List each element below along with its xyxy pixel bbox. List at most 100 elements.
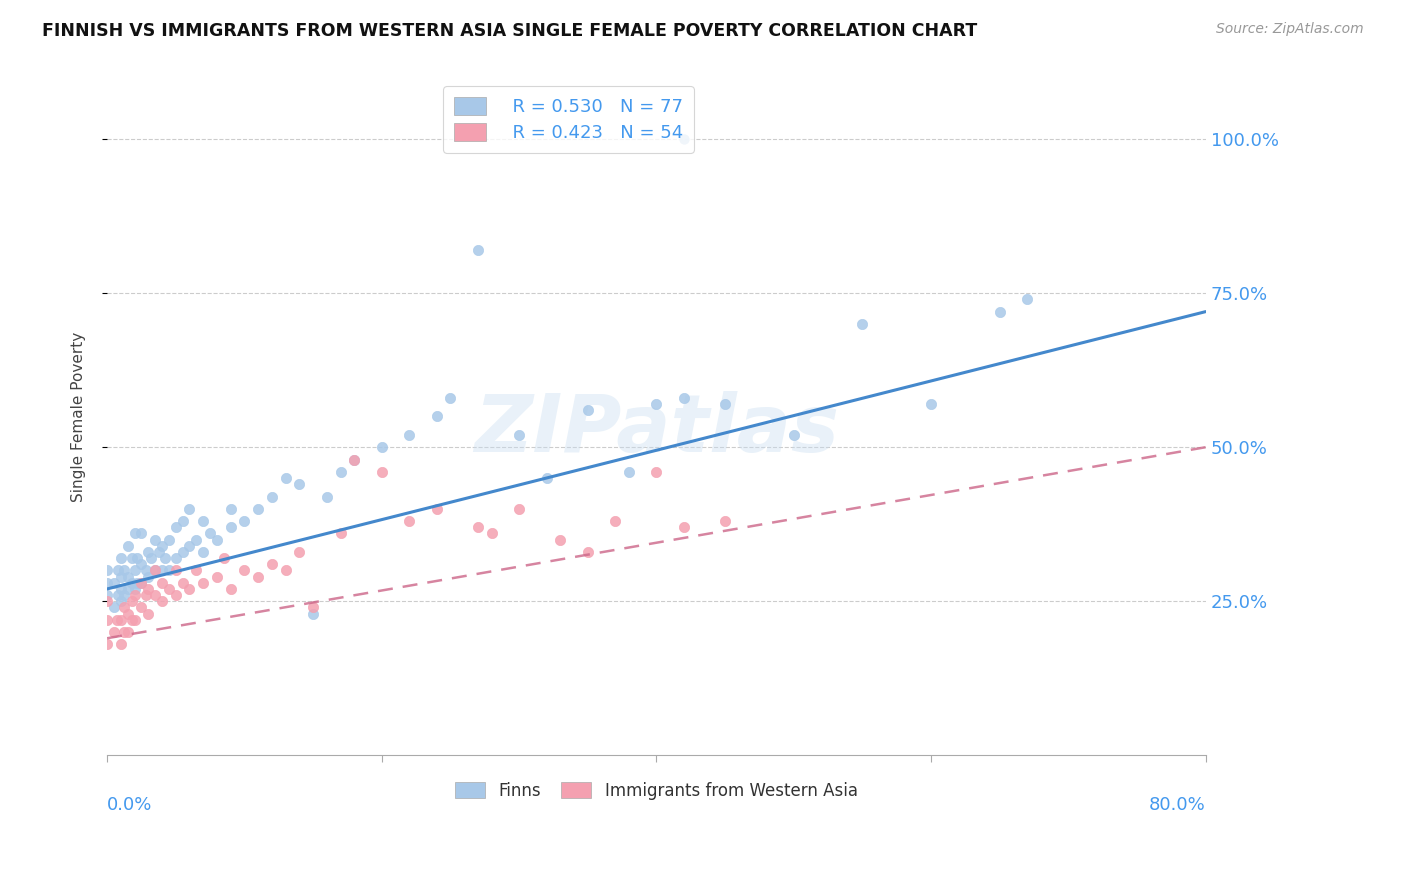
Point bbox=[96, 575, 118, 590]
Point bbox=[343, 452, 366, 467]
Point bbox=[988, 304, 1011, 318]
Point bbox=[136, 545, 159, 559]
Point bbox=[193, 545, 215, 559]
Legend: Finns, Immigrants from Western Asia: Finns, Immigrants from Western Asia bbox=[447, 773, 866, 808]
Point bbox=[193, 514, 215, 528]
Point bbox=[179, 539, 201, 553]
Point bbox=[105, 613, 128, 627]
Text: Source: ZipAtlas.com: Source: ZipAtlas.com bbox=[1216, 22, 1364, 37]
Point bbox=[117, 539, 139, 553]
Point bbox=[576, 403, 599, 417]
Point bbox=[219, 520, 242, 534]
Point bbox=[143, 588, 166, 602]
Point bbox=[121, 613, 143, 627]
Point bbox=[110, 582, 132, 596]
Point bbox=[198, 526, 221, 541]
Point bbox=[103, 575, 125, 590]
Point bbox=[143, 564, 166, 578]
Point bbox=[150, 564, 173, 578]
Point bbox=[233, 514, 256, 528]
Point bbox=[135, 564, 157, 578]
Text: ZIPatlas: ZIPatlas bbox=[474, 391, 839, 469]
Y-axis label: Single Female Poverty: Single Female Poverty bbox=[72, 331, 86, 501]
Point bbox=[343, 452, 366, 467]
Point bbox=[96, 613, 118, 627]
Point bbox=[103, 625, 125, 640]
Point bbox=[398, 428, 420, 442]
Point bbox=[439, 391, 461, 405]
Point bbox=[783, 428, 806, 442]
Point bbox=[153, 551, 176, 566]
Point bbox=[179, 501, 201, 516]
Point bbox=[131, 526, 153, 541]
Point bbox=[260, 490, 283, 504]
Point bbox=[172, 514, 194, 528]
Point bbox=[536, 471, 558, 485]
Point bbox=[157, 582, 180, 596]
Point bbox=[247, 569, 270, 583]
Point bbox=[212, 551, 235, 566]
Point bbox=[288, 545, 311, 559]
Point bbox=[96, 588, 118, 602]
Point bbox=[110, 613, 132, 627]
Point bbox=[148, 545, 170, 559]
Point bbox=[112, 588, 135, 602]
Point bbox=[605, 514, 627, 528]
Point bbox=[548, 533, 571, 547]
Point bbox=[117, 569, 139, 583]
Point bbox=[672, 391, 695, 405]
Point bbox=[124, 526, 146, 541]
Point bbox=[426, 409, 449, 424]
Point bbox=[124, 613, 146, 627]
Point bbox=[467, 243, 489, 257]
Point bbox=[920, 397, 942, 411]
Point bbox=[121, 594, 143, 608]
Point bbox=[165, 551, 187, 566]
Point bbox=[103, 600, 125, 615]
Point bbox=[117, 625, 139, 640]
Point bbox=[157, 533, 180, 547]
Point bbox=[467, 520, 489, 534]
Point bbox=[150, 539, 173, 553]
Point bbox=[186, 533, 208, 547]
Point bbox=[302, 607, 325, 621]
Point bbox=[219, 501, 242, 516]
Point bbox=[110, 551, 132, 566]
Point bbox=[576, 545, 599, 559]
Point bbox=[131, 575, 153, 590]
Point bbox=[329, 465, 352, 479]
Point bbox=[136, 569, 159, 583]
Point bbox=[302, 600, 325, 615]
Point bbox=[426, 501, 449, 516]
Text: 0.0%: 0.0% bbox=[107, 796, 152, 814]
Point bbox=[143, 533, 166, 547]
Point bbox=[107, 564, 129, 578]
Point bbox=[219, 582, 242, 596]
Point bbox=[481, 526, 503, 541]
Point bbox=[112, 600, 135, 615]
Point bbox=[124, 564, 146, 578]
Point bbox=[714, 397, 737, 411]
Point bbox=[136, 607, 159, 621]
Point bbox=[714, 514, 737, 528]
Point bbox=[117, 582, 139, 596]
Point bbox=[233, 564, 256, 578]
Point bbox=[165, 520, 187, 534]
Point bbox=[172, 545, 194, 559]
Point bbox=[139, 551, 162, 566]
Point bbox=[179, 582, 201, 596]
Point bbox=[121, 551, 143, 566]
Point bbox=[96, 594, 118, 608]
Point bbox=[172, 575, 194, 590]
Point bbox=[131, 558, 153, 572]
Point bbox=[260, 558, 283, 572]
Point bbox=[370, 440, 392, 454]
Point bbox=[617, 465, 640, 479]
Point bbox=[645, 397, 668, 411]
Point bbox=[143, 564, 166, 578]
Point bbox=[508, 428, 530, 442]
Point bbox=[107, 588, 129, 602]
Point bbox=[851, 317, 873, 331]
Point bbox=[370, 465, 392, 479]
Point bbox=[274, 564, 297, 578]
